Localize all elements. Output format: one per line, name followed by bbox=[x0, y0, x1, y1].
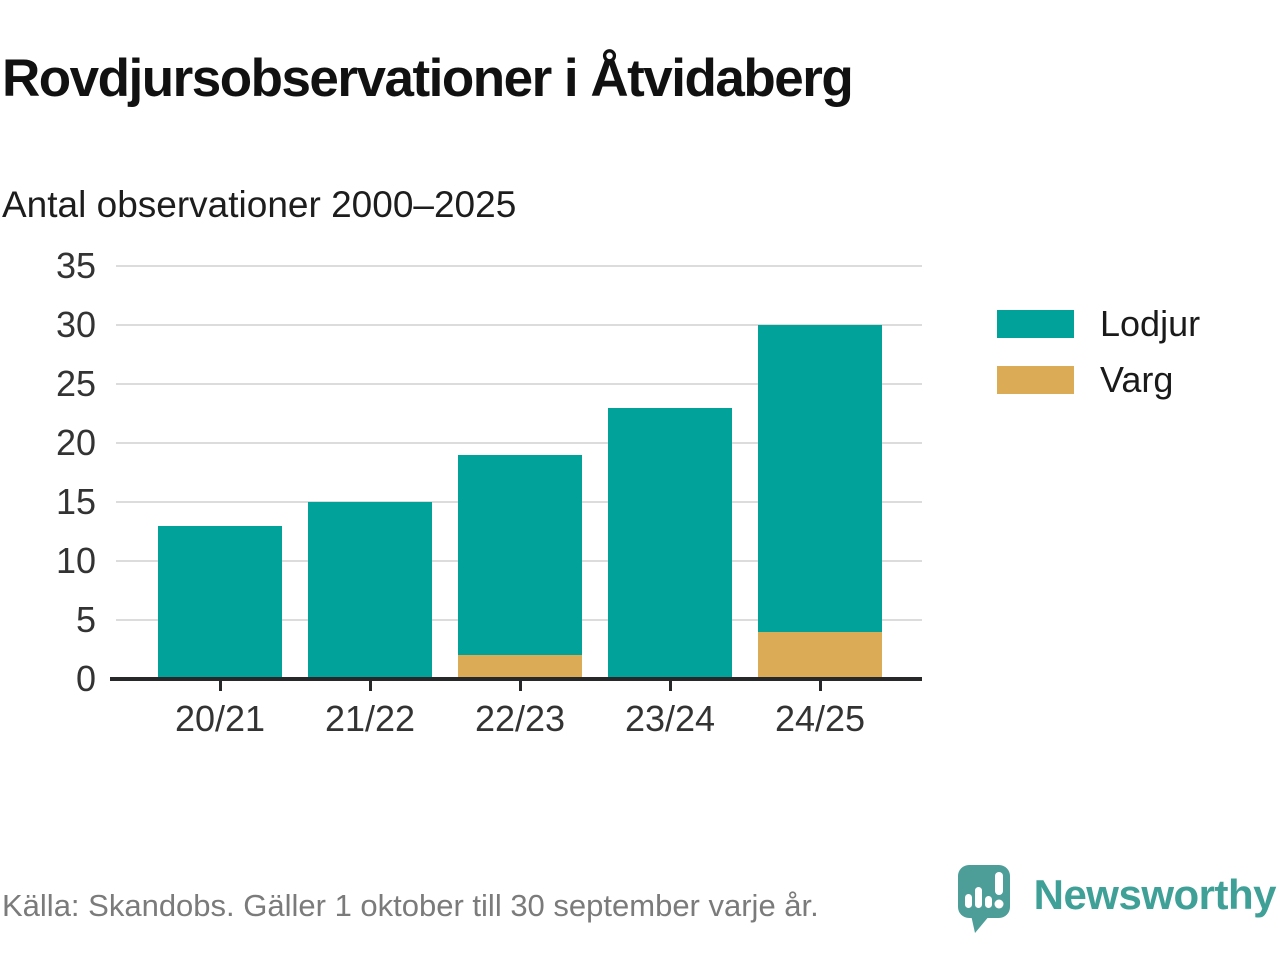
bar-23-24 bbox=[608, 407, 732, 679]
legend-label-lodjur: Lodjur bbox=[1100, 303, 1201, 344]
gridline-y-25 bbox=[116, 383, 922, 385]
legend-item-lodjur: Lodjur bbox=[997, 303, 1201, 344]
bar-22-23 bbox=[458, 454, 582, 679]
y-axis-tick-label: 20 bbox=[55, 422, 96, 463]
x-axis-tick-label: 22/23 bbox=[474, 698, 566, 739]
legend-swatch-lodjur bbox=[997, 310, 1074, 338]
x-axis-tick bbox=[518, 679, 522, 691]
gridline-y-20 bbox=[116, 442, 922, 444]
x-axis-tick bbox=[368, 679, 372, 691]
x-axis-tick bbox=[818, 679, 822, 691]
source-note: Källa: Skandobs. Gäller 1 oktober till 3… bbox=[2, 888, 819, 923]
bar-segment-lodjur bbox=[458, 454, 582, 656]
newsworthy-logo-icon bbox=[957, 865, 1010, 933]
legend-swatch-varg bbox=[997, 366, 1074, 394]
y-axis-tick-label: 10 bbox=[55, 540, 96, 581]
bar-segment-lodjur bbox=[308, 502, 432, 679]
newsworthy-logo: Newsworthy bbox=[957, 860, 1277, 940]
bar-segment-lodjur bbox=[758, 325, 882, 632]
x-axis-tick-label: 21/22 bbox=[324, 698, 416, 739]
y-axis-tick-label: 0 bbox=[75, 658, 96, 699]
legend-item-varg: Varg bbox=[997, 359, 1200, 400]
bar-21-22 bbox=[308, 502, 432, 679]
x-axis-tick bbox=[218, 679, 222, 691]
x-axis-line bbox=[110, 677, 922, 681]
bar-segment-varg bbox=[458, 655, 582, 679]
y-axis-tick-label: 35 bbox=[55, 245, 96, 286]
legend: Lodjur Varg bbox=[997, 303, 1201, 422]
plot-area: 0 5 10 15 20 25 30 35 20/21 21/22 22/23 23/24 24/25 bbox=[56, 245, 922, 739]
legend-label-varg: Varg bbox=[1100, 359, 1174, 400]
y-axis-tick-label: 30 bbox=[55, 304, 96, 345]
x-axis-tick-label: 24/25 bbox=[774, 698, 866, 739]
y-axis-tick-label: 15 bbox=[55, 481, 96, 522]
y-axis-tick-label: 5 bbox=[75, 599, 96, 640]
bar-segment-lodjur bbox=[158, 525, 282, 679]
y-axis-tick-label: 25 bbox=[55, 363, 96, 404]
newsworthy-logo-text: Newsworthy bbox=[1033, 871, 1277, 918]
bar-chart: Rovdjursobservationer i Åtvidaberg Antal… bbox=[2, 49, 922, 739]
bar-20-21 bbox=[158, 525, 282, 679]
gridline-y-35 bbox=[116, 265, 922, 267]
chart-title: Rovdjursobservationer i Åtvidaberg bbox=[2, 49, 854, 108]
bar-segment-varg bbox=[758, 631, 882, 679]
x-axis-tick-label: 23/24 bbox=[624, 698, 716, 739]
chart-subtitle: Antal observationer 2000–2025 bbox=[2, 184, 517, 225]
bar-24-25 bbox=[758, 325, 882, 679]
x-axis-tick-label: 20/21 bbox=[174, 698, 266, 739]
bar-segment-lodjur bbox=[608, 407, 732, 679]
gridline-y-30 bbox=[116, 324, 922, 326]
x-axis-tick bbox=[668, 679, 672, 691]
